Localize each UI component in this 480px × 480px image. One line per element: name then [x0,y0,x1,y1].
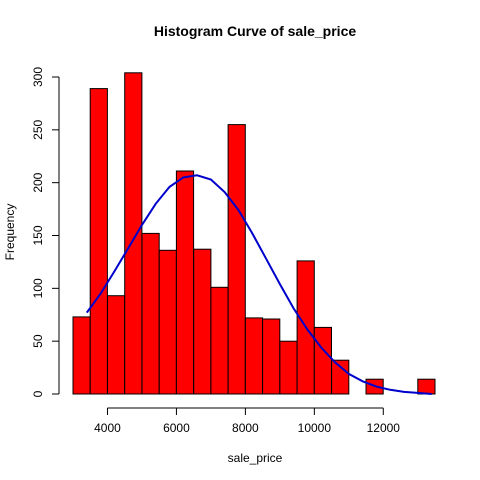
bars-group [72,72,436,395]
histogram-bar [227,124,246,395]
x-tick-label: 6000 [163,421,190,435]
y-axis: 0 50 100 150 200 250 300 [31,67,60,397]
y-tick-label: 100 [31,278,45,298]
y-tick-label: 300 [31,67,45,87]
x-tick-label: 4000 [94,421,121,435]
y-axis-label: Frequency [3,204,17,261]
y-tick-label: 250 [31,120,45,140]
x-axis: 4000 6000 8000 10000 12000 [94,407,401,435]
histogram-bar [193,248,212,395]
histogram-bar [72,316,91,395]
y-tick-label: 200 [31,172,45,192]
x-tick-label: 12000 [367,421,401,435]
histogram-bar [210,286,229,395]
histogram-bar [417,378,436,395]
histogram-bar [124,72,143,395]
x-axis-label: sale_price [228,451,283,465]
y-tick-label: 0 [31,390,45,397]
histogram-bar [141,232,160,395]
histogram-bar [279,340,298,395]
chart-title: Histogram Curve of sale_price [154,23,357,39]
density-curve [85,174,432,395]
y-tick-label: 50 [31,334,45,348]
histogram-bar [313,326,332,395]
histogram-bar [175,170,195,395]
histogram-bar [89,88,108,395]
histogram-bar [158,249,177,395]
x-tick-label: 10000 [298,421,332,435]
histogram-bar [244,317,264,395]
x-tick-label: 8000 [232,421,259,435]
histogram-bar [331,359,350,395]
histogram-bar [107,295,126,395]
y-tick-label: 150 [31,225,45,245]
histogram-bar [262,318,281,395]
